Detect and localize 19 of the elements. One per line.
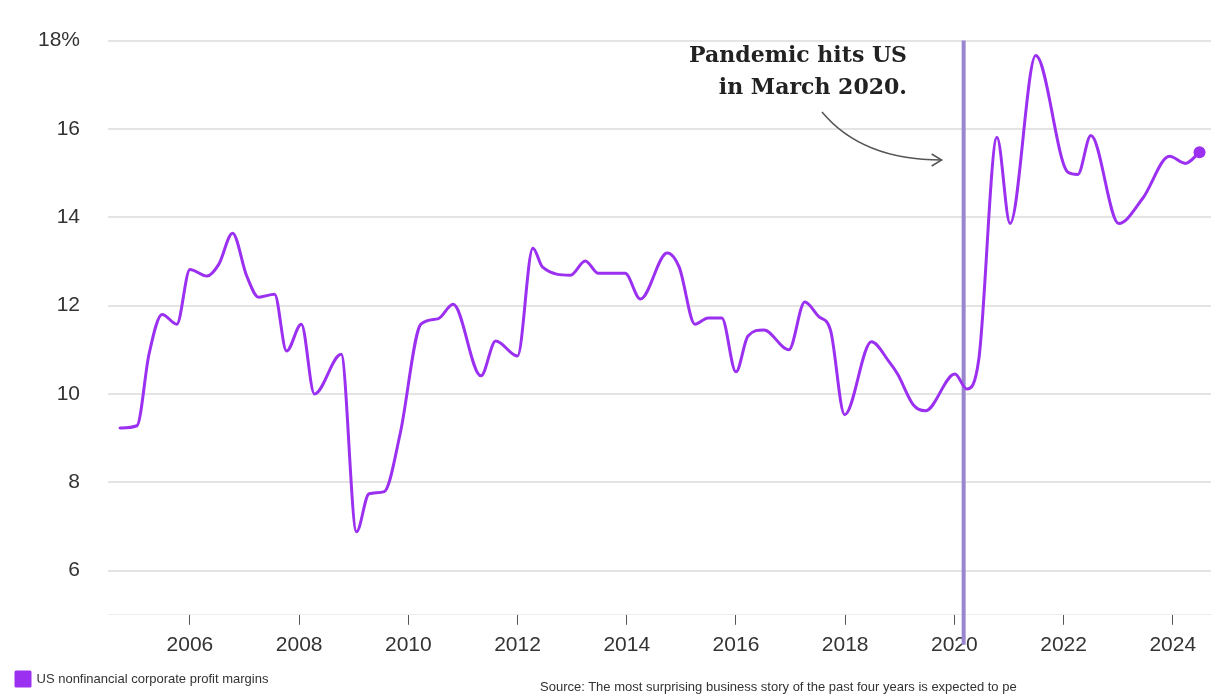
- legend-label: US nonfinancial corporate profit margins: [36, 670, 269, 686]
- y-tick-label: 16: [56, 115, 81, 139]
- x-tick-label: 2010: [384, 632, 432, 656]
- x-tick-label: 2024: [1149, 632, 1197, 656]
- y-tick-label: 18%: [38, 27, 81, 51]
- y-tick-label: 10: [56, 380, 81, 404]
- annotation: Pandemic hits US in March 2020.: [689, 40, 907, 101]
- y-tick-label: 8: [68, 469, 81, 493]
- x-tick-label: 2022: [1040, 632, 1087, 656]
- x-tick-label: 2012: [494, 632, 541, 656]
- source-note: Source: The most surprising business story of the past four years is expected to pe: [540, 679, 1017, 694]
- x-tick-label: 2006: [166, 632, 214, 656]
- y-tick-label: 14: [56, 204, 81, 228]
- x-tick-label: 2016: [712, 632, 760, 656]
- x-tick-label: 2014: [603, 632, 651, 656]
- y-tick-label: 12: [56, 292, 81, 316]
- y-tick-label: 6: [68, 557, 81, 581]
- x-tick-label: 2018: [821, 632, 869, 656]
- x-tick-label: 2008: [275, 632, 323, 656]
